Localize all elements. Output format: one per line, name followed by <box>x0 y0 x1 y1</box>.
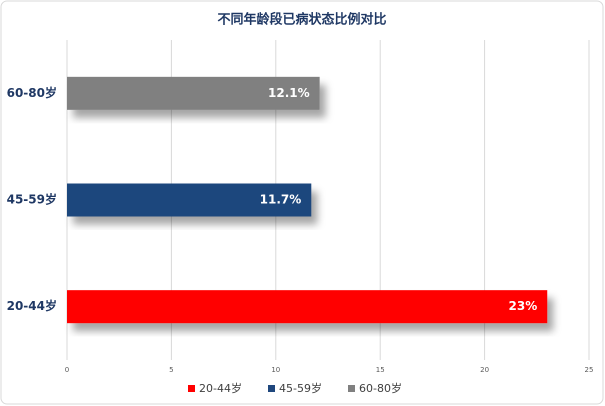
bar <box>67 76 320 110</box>
x-tick-label: 15 <box>376 366 385 374</box>
x-tick-label: 10 <box>271 366 280 374</box>
x-tick-label: 20 <box>480 366 489 374</box>
legend-swatch <box>188 385 195 392</box>
bar <box>67 183 312 217</box>
x-tick-label: 0 <box>65 366 69 374</box>
y-tick-label: 60-80岁 <box>7 85 57 100</box>
legend-swatch <box>268 385 275 392</box>
bar <box>67 290 548 324</box>
legend-label: 20-44岁 <box>199 381 242 395</box>
value-label: 12.1% <box>268 86 310 100</box>
legend-swatch <box>348 385 355 392</box>
legend-label: 60-80岁 <box>359 381 402 395</box>
value-label: 23% <box>509 299 538 313</box>
chart-title: 不同年龄段已病状态比例对比 <box>217 12 386 28</box>
value-label: 11.7% <box>260 193 302 207</box>
legend-label: 45-59岁 <box>279 381 322 395</box>
y-tick-label: 20-44岁 <box>7 298 57 313</box>
x-tick-label: 25 <box>585 366 594 374</box>
x-tick-label: 5 <box>169 366 173 374</box>
y-tick-label: 45-59岁 <box>7 192 57 207</box>
